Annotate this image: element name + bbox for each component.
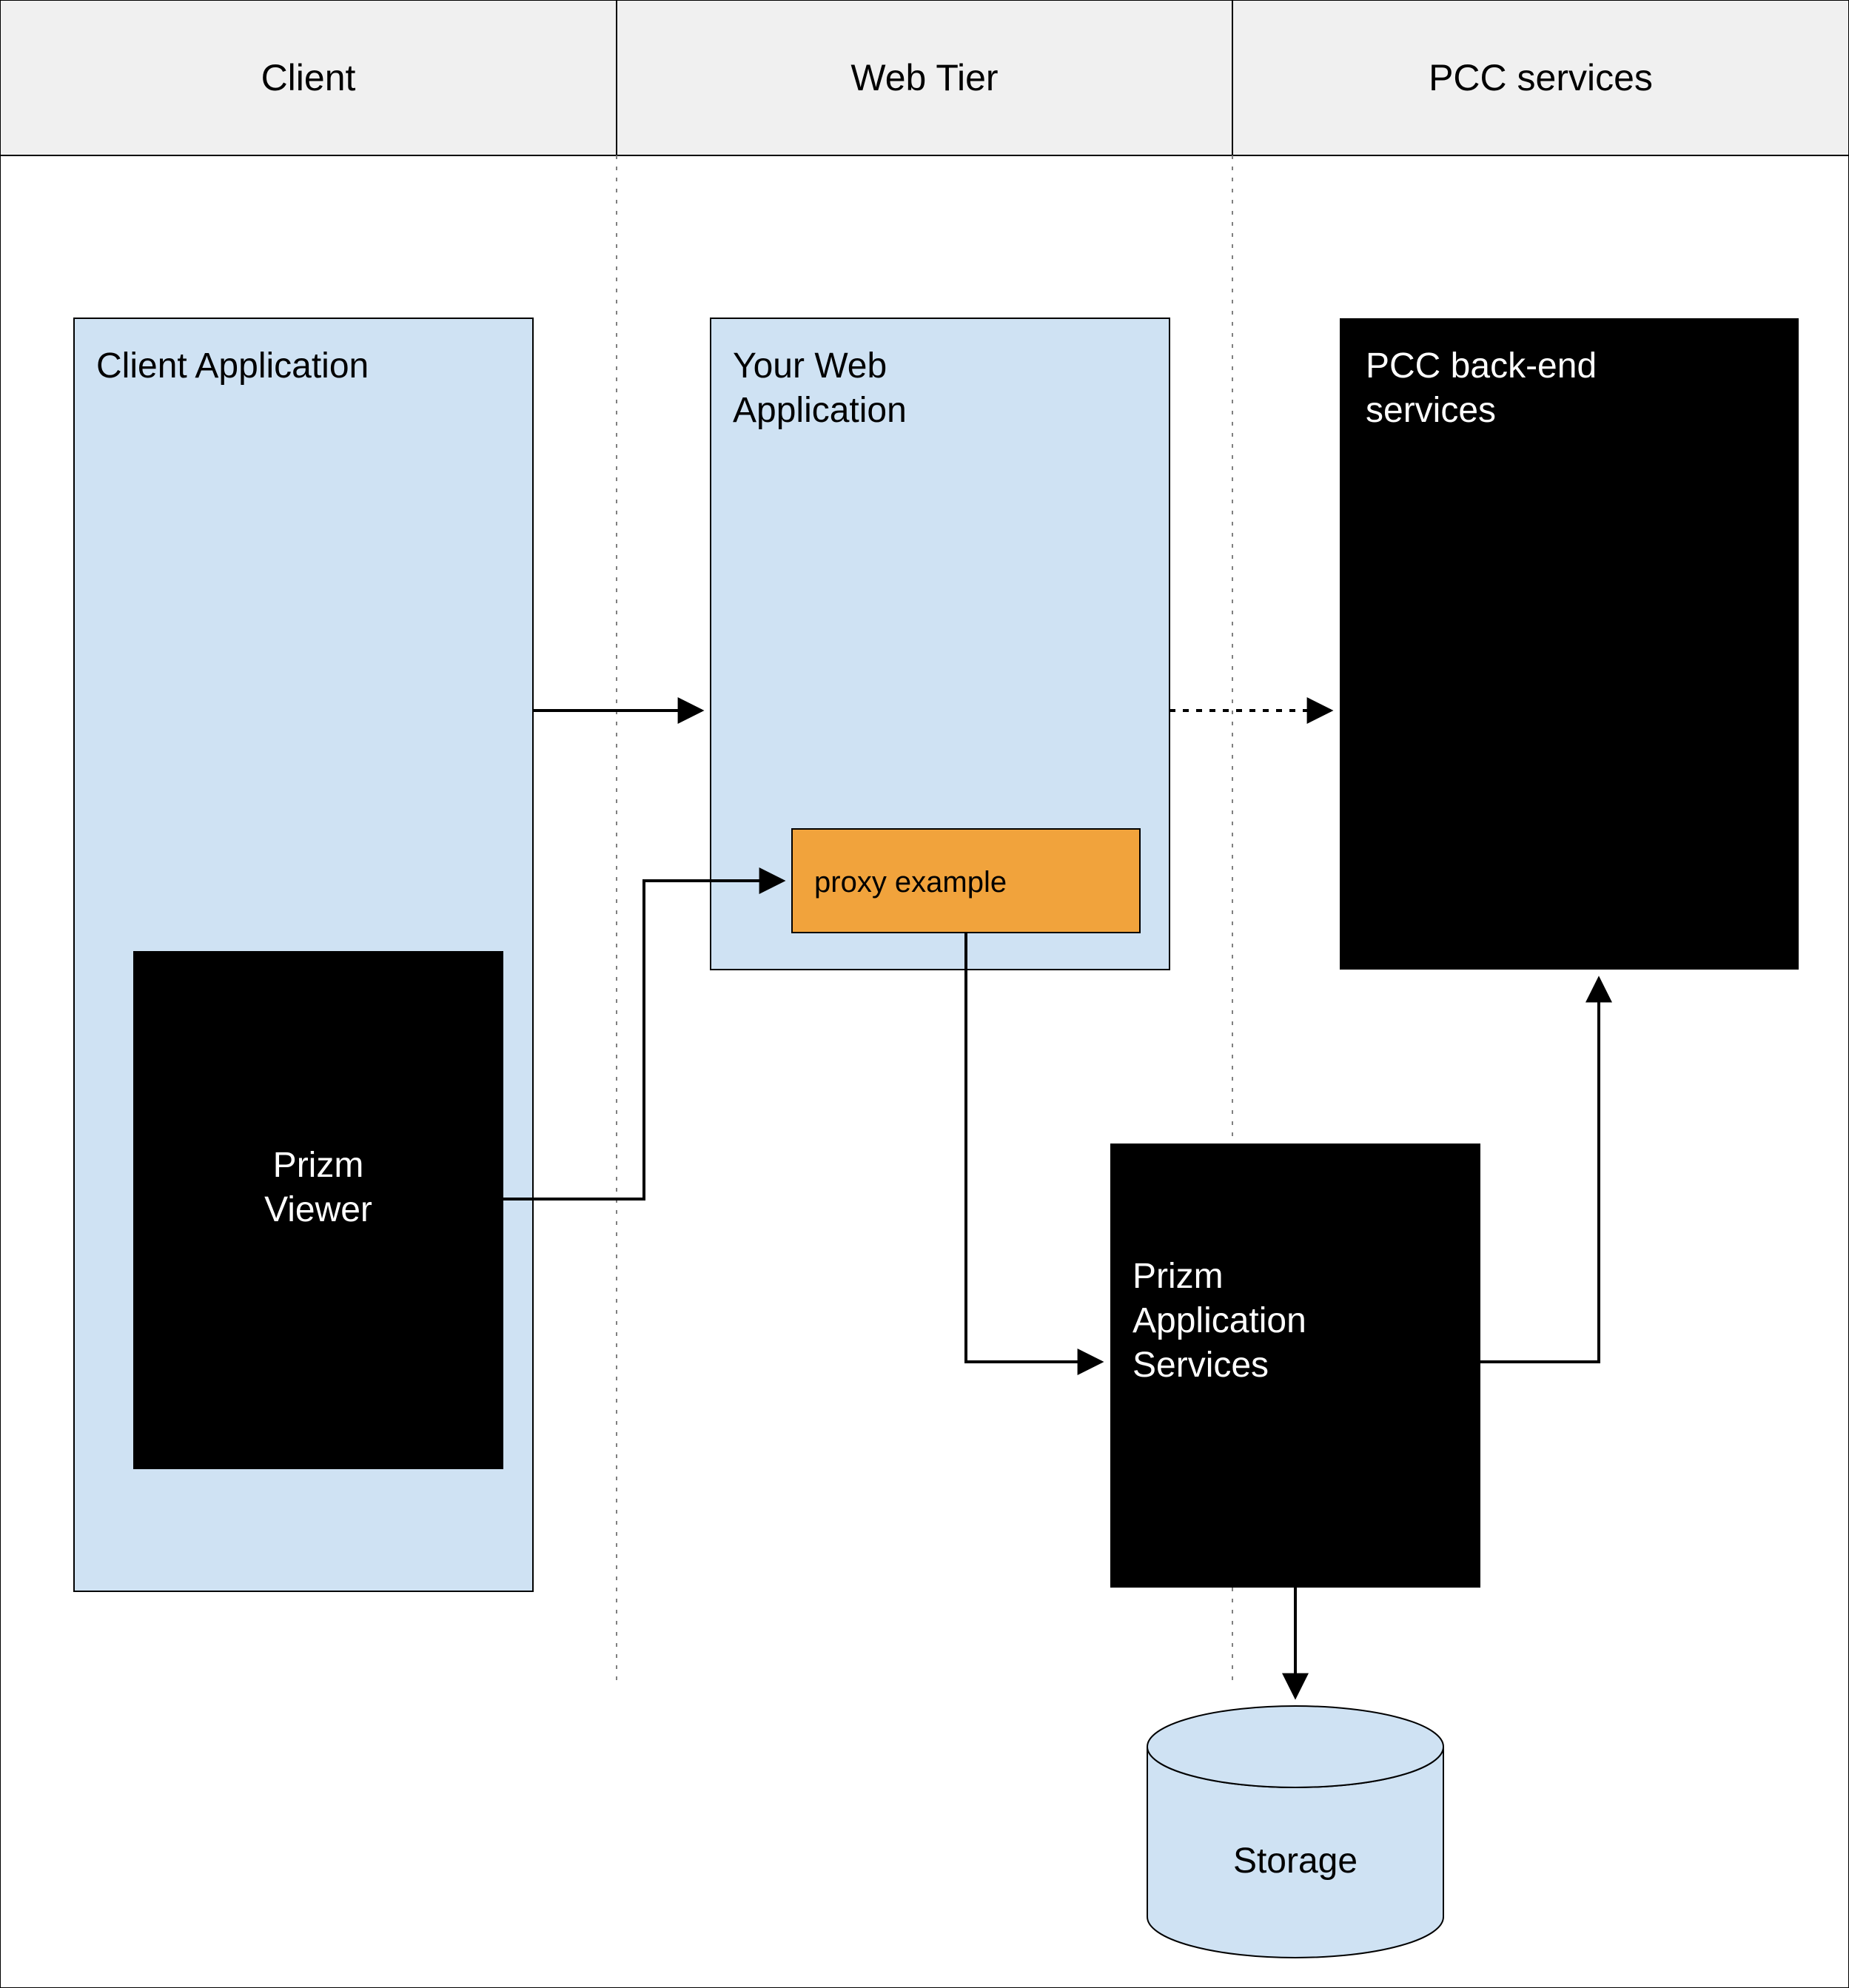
header-label-1: Web Tier (850, 57, 998, 98)
node-storage-top (1147, 1706, 1443, 1787)
node-label-web_app-0: Your Web (733, 346, 887, 386)
node-label-client_app: Client Application (96, 346, 369, 386)
node-label-proxy: proxy example (814, 866, 1007, 899)
node-label-prizm_viewer-1: Viewer (264, 1190, 372, 1229)
node-label-prizm_app_services-1: Application (1132, 1301, 1306, 1340)
node-label-prizm_app_services-0: Prizm (1132, 1257, 1224, 1296)
node-label-pcc_backend-1: services (1366, 391, 1496, 430)
architecture-diagram: Client Web Tier PCC services Client Applica… (0, 0, 1849, 1988)
node-label-prizm_viewer-0: Prizm (273, 1146, 364, 1185)
header-label-0: Client (261, 57, 356, 98)
node-label-web_app-1: Application (733, 391, 907, 430)
node-label-pcc_backend-0: PCC back-end (1366, 346, 1597, 386)
header-label-2: PCC services (1429, 57, 1653, 98)
node-label-storage: Storage (1233, 1841, 1358, 1881)
node-label-prizm_app_services-2: Services (1132, 1346, 1269, 1385)
